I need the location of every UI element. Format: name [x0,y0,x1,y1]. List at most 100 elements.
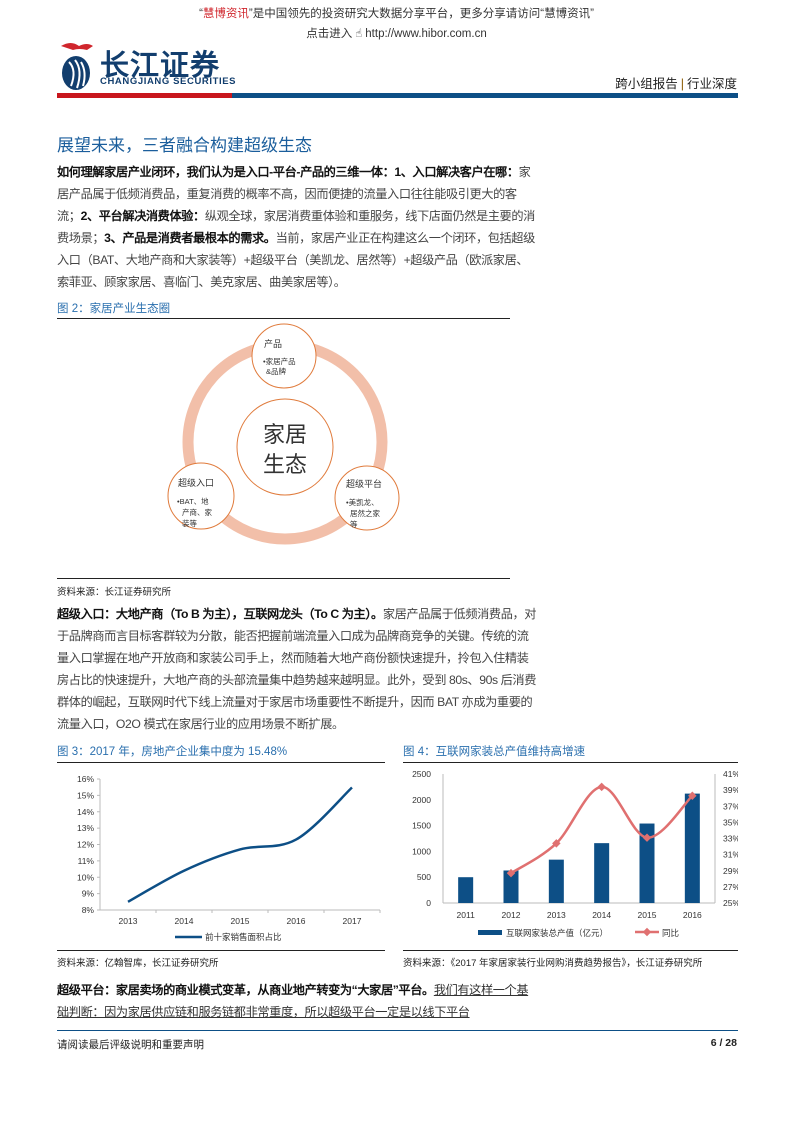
report-type-label: 跨小组报告 [615,77,678,91]
figure2-label: 图 2：家居产业生态圈 [57,303,171,315]
y-right-tick-label: 39% [723,785,738,795]
paragraph-2: 超级入口：大地产商（To B 为主），互联网龙头（To C 为主）。家居产品属于… [57,603,539,735]
section-title: 展望未来，三者融合构建超级生态 [57,136,312,155]
enter-text: 点击进入 [306,28,353,40]
chart-concentration: 8% 9% 10% 11% 12% 13% 14% 15% 16% 2013 2014 2015 201… [77,774,381,942]
figure3-source: 资料来源：亿翰智库，长江证券研究所 [57,958,219,969]
hibor-link[interactable]: http://www.hibor.com.cn [365,28,487,40]
y-tick-label: 15% [77,790,94,800]
node-super-platform: 超级平台 •美凯龙、 居然之家 等 [334,465,400,531]
x-tick-label: 2016 [683,910,702,920]
figure3-label: 图 3：2017 年，房地产企业集中度为 15.48% [57,746,288,758]
node-product: 产品 •家居产品 &品牌 [251,323,317,389]
y-left-tick-label: 1000 [412,846,431,856]
underlined-text: 我们有这样一个基础判断：因为家居供应链和服务链都非常重度，所以超级平台一定是以线… [57,983,529,1019]
figure4-source: 资料来源：《2017 年家居家装行业网购消费趋势报告》，长江证券研究所 [403,958,703,969]
legend-label-line: 同比 [662,928,679,938]
series-line [127,786,353,903]
node-title: 超级入口 [178,477,214,488]
node-body: •家居产品 [263,356,296,366]
y-right-tick-label: 31% [723,850,738,860]
y-tick-label: 14% [77,807,94,817]
paragraph-1: 如何理解家居产业闭环，我们认为是入口-平台-产品的三维一体：1、入口解决客户在哪… [57,161,539,293]
node-body: •美凯龙、 [346,497,379,507]
bar [503,870,519,903]
y-right-tick-label: 25% [723,898,738,908]
node-super-entry: 超级入口 •BAT、地 产商、家 装等 [167,462,235,530]
figure2-source: 资料来源：长江证券研究所 [57,587,172,598]
quote: “ [199,8,203,20]
banner-text: ”是中国领先的投资研究大数据分享平台，更多分享请访问“慧博资讯” [248,8,594,20]
x-tick-label: 2015 [231,916,250,926]
brand-link[interactable]: 慧博资讯 [202,8,249,20]
separator: | [680,77,684,91]
bar [594,843,610,903]
bold-text: 3、产品是消费者最根本的需求。 [104,231,276,245]
y-right-tick-label: 33% [723,834,738,844]
pointer-hand-icon: ☝ [355,28,363,40]
text: 家居产品属于低频消费品，对于品牌商而言目标客群较为分散，能否把握前端流量入口成为… [57,607,537,731]
divider [57,318,510,319]
text: 纵观全球，家居消费重体验和重服务，线下店面仍然是主要的消费场景； [57,209,535,245]
divider [57,762,385,763]
node-title: 超级平台 [346,478,382,489]
x-tick-label: 2015 [638,910,657,920]
text: 家居产品属于低频消费品，重复消费的概率不高，因而便捷的流量入口往往能吸引更大的客… [57,165,531,223]
banner-line2: 点击进入 ☝ http://www.hibor.com.cn [0,25,793,41]
bold-text: 超级平台：家居卖场的商业模式变革，从商业地产转变为“大家居”平台。 [57,983,434,997]
x-tick-label: 2013 [547,910,566,920]
bold-text: 如何理解家居产业闭环，我们认为是入口-平台-产品的三维一体：1、入口解决客户在哪… [57,165,519,179]
y-tick-label: 12% [77,840,94,850]
y-right-tick-label: 29% [723,866,738,876]
bar [684,793,700,903]
divider [57,578,510,579]
y-right-tick-label: 27% [723,882,738,892]
footer-rule [57,1030,738,1031]
bar [458,877,474,903]
y-right-tick-label: 35% [723,817,738,827]
footer-disclaimer: 请阅读最后评级说明和重要声明 [57,1039,204,1051]
node-body: •BAT、地 [177,496,209,506]
logo-en: CHANGJIANG SECURITIES [100,76,237,87]
x-tick-label: 2012 [502,910,521,920]
x-tick-label: 2014 [592,910,611,920]
node-title: 产品 [264,338,282,349]
bar [639,823,655,903]
bar [548,859,564,903]
paragraph-3: 超级平台：家居卖场的商业模式变革，从商业地产转变为“大家居”平台。我们有这样一个… [57,979,539,1023]
y-tick-label: 11% [78,856,95,866]
text: 当前，家居产业正在构建这么一个闭环，包括超级入口（BAT、大地产商和大家装等）+… [57,231,535,289]
figure4-label: 图 4：互联网家装总产值维持高增速 [403,746,586,758]
x-tick-label: 2014 [175,916,194,926]
bold-text: 超级入口：大地产商（To B 为主），互联网龙头（To C 为主）。 [57,607,383,621]
legend-label-bar: 互联网家装总产值（亿元） [506,928,608,938]
page-number: 6 / 28 [710,1037,737,1049]
banner-line1: “慧博资讯”是中国领先的投资研究大数据分享平台，更多分享请访问“慧博资讯” [0,5,793,21]
growth-marker [552,839,561,848]
y-left-tick-label: 2000 [412,795,431,805]
y-left-tick-label: 0 [426,898,431,908]
legend-label: 前十家销售面积占比 [205,932,282,942]
logo-emblem-icon [61,43,93,90]
logo-cn: 长江证券 [100,50,221,82]
center-circle [236,398,334,496]
y-tick-label: 8% [82,905,95,915]
y-tick-label: 16% [77,774,94,784]
chart-home-decoration: 0 500 1000 1500 2000 2500 25% 27% 29% 31% 33% 35% 37… [412,769,738,938]
divider [403,762,738,763]
y-left-tick-label: 1500 [412,821,431,831]
x-tick-label: 2017 [343,916,362,926]
x-tick-label: 2013 [119,916,138,926]
y-left-tick-label: 500 [417,872,431,882]
growth-marker [597,782,606,792]
y-right-tick-label: 37% [723,801,738,811]
node-body: 装等 [182,518,197,528]
y-tick-label: 10% [77,872,94,882]
center-text-1: 家居 [263,422,307,447]
y-right-tick-label: 41% [723,769,738,779]
bold-text: 2、平台解决消费体验： [80,209,206,223]
legend-marker [642,927,652,937]
x-tick-label: 2016 [287,916,306,926]
report-type: 跨小组报告 | 行业深度 [615,73,737,92]
divider [403,950,738,951]
